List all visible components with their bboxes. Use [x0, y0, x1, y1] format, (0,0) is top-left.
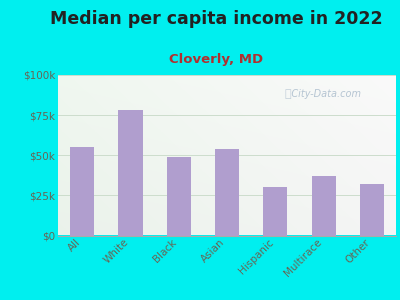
Text: ⓘ: ⓘ — [284, 89, 291, 99]
Bar — [167, 157, 191, 236]
Bar — [215, 149, 239, 236]
Bar — [70, 147, 94, 236]
Bar — [263, 187, 287, 236]
Text: Median per capita income in 2022: Median per capita income in 2022 — [50, 11, 382, 28]
Bar — [312, 176, 336, 236]
Text: Cloverly, MD: Cloverly, MD — [169, 52, 263, 65]
Text: City-Data.com: City-Data.com — [282, 89, 361, 99]
Bar — [360, 184, 384, 236]
Bar — [118, 110, 142, 236]
